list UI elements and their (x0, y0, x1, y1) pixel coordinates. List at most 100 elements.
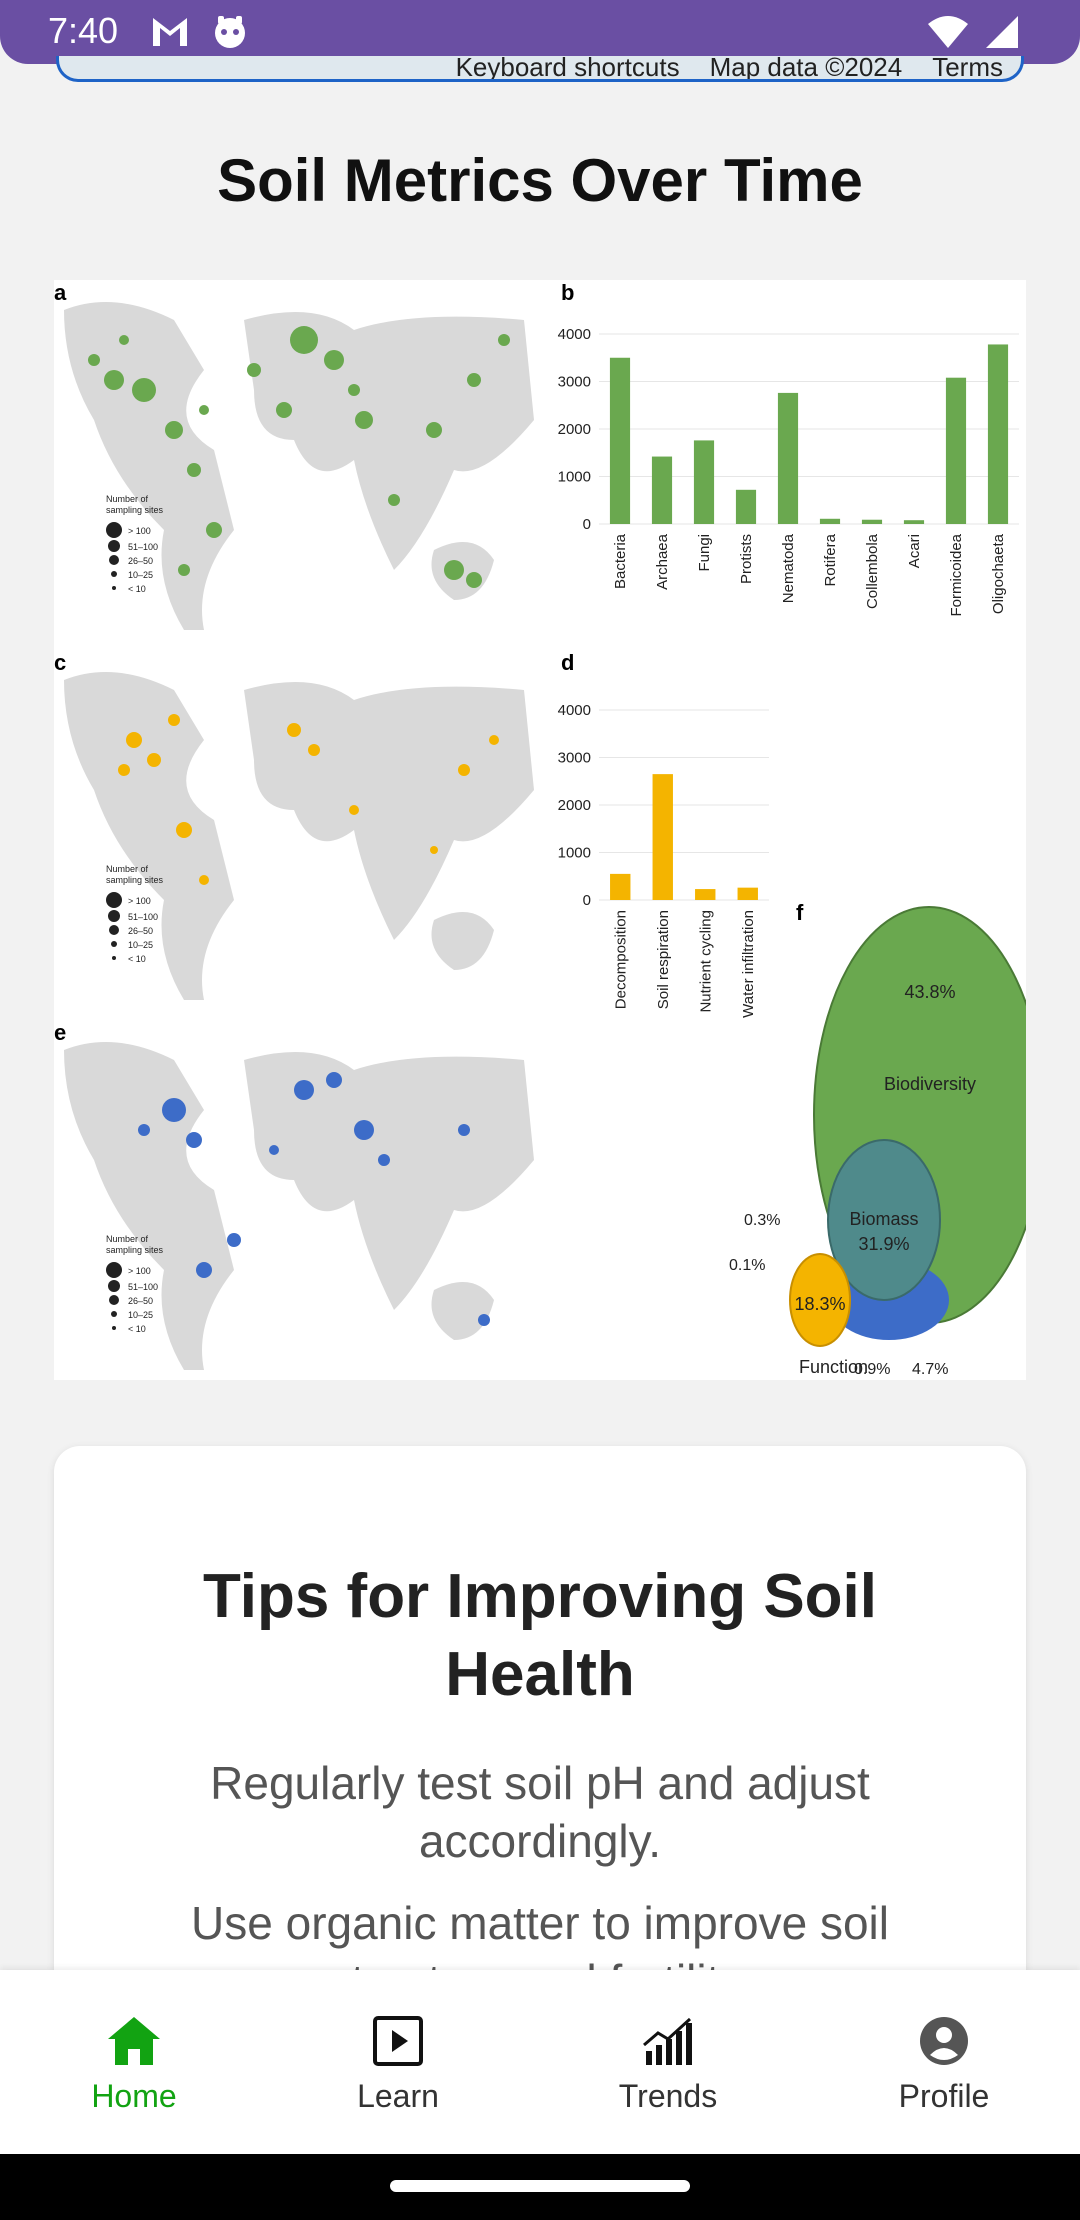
bar-chart-d-category-label: Soil respiration (655, 910, 672, 1009)
venn-overlap-0: 0.3% (744, 1212, 780, 1229)
nav-profile[interactable]: Profile (844, 2012, 1044, 2115)
map-dots-c (118, 714, 499, 885)
legend-item-c0: > 100 (128, 896, 151, 906)
bar-chart-b-bar (651, 456, 673, 524)
legend-title-e2: sampling sites (106, 1245, 164, 1255)
bar-chart-d-bar (695, 889, 716, 900)
bar-chart-d-category-label: Nutrient cycling (697, 910, 714, 1013)
status-system-icons (926, 14, 1020, 50)
nav-home-label: Home (91, 2078, 177, 2114)
legend-item-e2: 26–50 (128, 1296, 153, 1306)
panel-label-b: b (561, 280, 574, 305)
figure-canvas: a Number of sampling sites > 100 (54, 280, 1045, 1378)
bar-chart-b-category-label: Protists (738, 534, 755, 584)
bar-chart-b-bar (987, 344, 1009, 524)
bar-chart-b-ytick: 3000 (558, 374, 591, 391)
venn-biomass (827, 1139, 941, 1301)
legend-title-a1: Number of (106, 494, 149, 504)
legend-item-a3: 10–25 (128, 570, 153, 580)
page-title: Soil Metrics Over Time (217, 147, 863, 214)
profile-icon (920, 2017, 968, 2065)
legend-title-e1: Number of (106, 1234, 149, 1244)
bar-chart-b-bar (903, 520, 925, 524)
legend-item-a0: > 100 (128, 526, 151, 536)
legend-item-a4: < 10 (128, 584, 146, 594)
nav-profile-label: Profile (898, 2078, 990, 2114)
bar-chart-b-category-label: Fungi (696, 534, 713, 572)
map-legend-c: Number of sampling sites > 100 51–100 26… (106, 864, 164, 964)
legend-item-e0: > 100 (128, 1266, 151, 1276)
legend-title-a2: sampling sites (106, 505, 164, 515)
panel-label-f: f (796, 900, 804, 925)
venn-function (789, 1253, 851, 1347)
keyboard-shortcuts-link[interactable]: Keyboard shortcuts (455, 56, 680, 82)
bar-chart-b-bar (609, 357, 631, 524)
bar-chart-b-category-label: Archaea (654, 533, 671, 590)
nav-trends[interactable]: Trends (568, 2012, 768, 2115)
bottom-navigation: Home Learn Trends (0, 1970, 1080, 2154)
bar-chart-b-bar (945, 377, 967, 524)
legend-item-c1: 51–100 (128, 912, 158, 922)
app-face-icon (215, 16, 245, 48)
bar-chart-b-ytick: 0 (583, 516, 591, 533)
legend-item-c2: 26–50 (128, 926, 153, 936)
bar-chart-b-bar (693, 440, 715, 524)
venn-overlap-1: 0.1% (729, 1257, 765, 1274)
home-gesture-handle[interactable] (390, 2180, 690, 2192)
tips-title: Tips for Improving Soil Health (202, 1562, 877, 1709)
venn-overlap-2: 0.9% (854, 1361, 890, 1378)
bar-chart-d-bar (652, 774, 673, 900)
map-dots-a (88, 326, 510, 588)
bar-chart-b-bar (819, 518, 841, 524)
legend-item-c4: < 10 (128, 954, 146, 964)
signal-icon (986, 16, 1018, 48)
venn-biomass-label: Biomass (849, 1209, 918, 1229)
legend-item-e1: 51–100 (128, 1282, 158, 1292)
bar-chart-b-ytick: 2000 (558, 421, 591, 438)
legend-title-c1: Number of (106, 864, 149, 874)
map-legend-e: Number of sampling sites > 100 51–100 26… (106, 1234, 164, 1334)
map-view[interactable]: Keyboard shortcuts Map data ©2024 Terms (56, 56, 1024, 82)
panel-label-e: e (54, 1020, 66, 1045)
status-bar: 7:40 (0, 0, 1080, 64)
bar-chart-d: d 0 1000 2000 3000 4000 Decomposition Soil res… (558, 650, 769, 1018)
nav-learn-label: Learn (357, 2078, 439, 2114)
bar-chart-b-category-label: Collembola (864, 533, 881, 609)
legend-item-e3: 10–25 (128, 1310, 153, 1320)
bar-chart-b-ytick: 1000 (558, 469, 591, 486)
bar-chart-b-category-label: Acari (906, 534, 923, 568)
bar-chart-b-bar (861, 519, 883, 524)
legend-title-c2: sampling sites (106, 875, 164, 885)
bar-chart-d-category-label: Decomposition (612, 910, 629, 1009)
venn-panel-f: f 43.8% Biodiversity Biomass 31.9% 18.3%… (729, 900, 1045, 1378)
legend-item-c3: 10–25 (128, 940, 153, 950)
gmail-icon (153, 18, 187, 46)
bar-chart-d-ytick: 4000 (558, 702, 591, 719)
bar-chart-b-category-label: Formicoidea (948, 533, 965, 616)
soil-metrics-figure: a Number of sampling sites > 100 (54, 280, 1045, 1380)
venn-biodiversity-value: 43.8% (904, 982, 955, 1002)
status-notification-icons (150, 14, 248, 50)
bar-chart-d-bar (737, 887, 758, 900)
venn-overlap-3: 4.7% (912, 1361, 948, 1378)
status-time: 7:40 (48, 10, 119, 51)
map-data-label: Map data ©2024 (709, 56, 903, 82)
nav-trends-label: Trends (618, 2078, 718, 2114)
terms-link[interactable]: Terms (932, 56, 1003, 82)
trends-icon (643, 2017, 692, 2065)
legend-item-a2: 26–50 (128, 556, 153, 566)
bar-chart-b-bar (735, 489, 757, 524)
venn-function-label: Function (799, 1357, 868, 1377)
nav-learn[interactable]: Learn (298, 2012, 498, 2115)
map-attribution: Keyboard shortcuts Map data ©2024 Terms (455, 56, 1003, 82)
map-panel-c: c Number of sampling sites > 100 51–100 … (54, 650, 534, 1000)
bar-chart-b-category-label: Rotifera (822, 533, 839, 586)
play-icon (373, 2016, 423, 2066)
bar-chart-d-ytick: 0 (583, 892, 591, 909)
map-dots-e (138, 1072, 490, 1326)
wifi-icon (928, 16, 968, 48)
panel-label-a: a (54, 280, 67, 305)
system-gesture-bar (0, 2154, 1080, 2220)
nav-home[interactable]: Home (34, 2012, 234, 2115)
bar-chart-b-category-label: Bacteria (612, 533, 629, 589)
